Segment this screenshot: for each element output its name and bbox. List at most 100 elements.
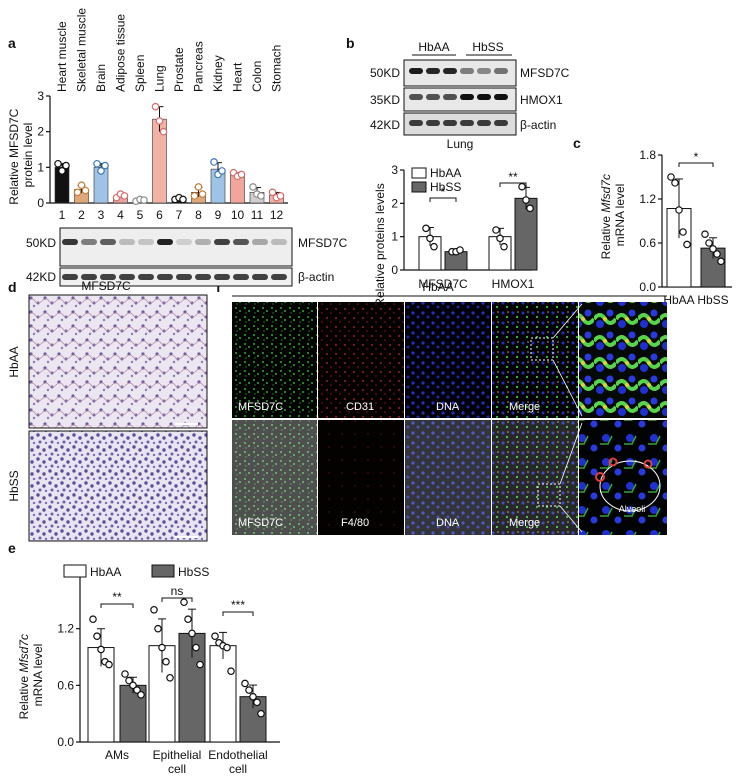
a-band-mfsd7c-4 <box>119 239 135 245</box>
b-group-hbaa: HbAA <box>418 40 449 54</box>
f-title: HbAA <box>422 280 453 294</box>
panel-label-f: f <box>216 279 221 295</box>
a-tissue-label-1: Skeletal muscle <box>75 8 89 92</box>
a-bar-10-point-2 <box>237 170 246 179</box>
c-ytick-label-2: 1.2 <box>639 192 656 206</box>
e-sig-Epithelial: ns <box>171 584 184 598</box>
b-band-r1-l4 <box>460 68 474 74</box>
a-bar-6-point-2 <box>159 127 168 136</box>
b-legend-label-HbSS: HbSS <box>430 180 461 194</box>
f-r1-label-2: CD31 <box>346 401 374 413</box>
a-bar-1-point-2 <box>62 161 70 170</box>
f-r2-inset-line-2 <box>559 505 583 533</box>
f-r2-label-3: DNA <box>436 517 460 529</box>
e-bar-Epithelial-HbSS-point-3 <box>192 643 200 652</box>
a-ylabel-line1: Relative MFSD7C <box>7 108 21 204</box>
f-zoom-label: Alveoli <box>619 504 646 514</box>
c-ytick-label-3: 1.8 <box>639 148 656 162</box>
a-band-mfsd7c-1 <box>62 239 78 245</box>
b-band-r3-l2 <box>426 120 440 126</box>
chart-c: 0.0 0.6 1.2 1.8 HbAA HbSS * <box>639 148 732 307</box>
a-tissue-label-5: Lung <box>153 65 167 92</box>
a-xtick-1: 1 <box>59 208 66 222</box>
b-group-hbss: HbSS <box>472 40 503 54</box>
b-blot-left-1: 50KD <box>370 66 400 80</box>
b-sig-bracket-HMOX1 <box>499 182 527 187</box>
a-ytick-label-1: 1 <box>37 160 44 174</box>
a-blot-mfsd7c-strip <box>59 227 293 267</box>
e-bar-Epithelial-HbAA-point-4 <box>166 673 174 682</box>
a-tissue-label-4: Spleen <box>133 55 147 92</box>
e-legend-swatch-HbAA <box>63 564 87 578</box>
e-sig-bracket-AMs <box>100 603 134 608</box>
e-xtick-Endothelial: Endothelial cell <box>208 748 267 776</box>
a-bar-12-point-0 <box>268 188 277 197</box>
b-bar-MFSD7C-HbSS-point-2 <box>456 246 464 254</box>
b-band-r3-l6 <box>494 120 508 126</box>
e-bar-AMs-HbAA-point-4 <box>105 660 113 669</box>
e-bar-AMs-HbSS-point-2 <box>129 681 137 690</box>
f-r2-zoom-image <box>579 420 667 535</box>
b-blot-right-3: β-actin <box>520 118 556 132</box>
b-blot-right-1: MFSD7C <box>520 66 570 80</box>
e-sig-AMs: ** <box>112 590 122 604</box>
b-bar-HMOX1-HbAA-point-2 <box>500 242 508 251</box>
e-bar-Endothelial-HbSS-point-3 <box>253 698 261 707</box>
f-r2-dna-image <box>405 420 491 535</box>
b-bar-MFSD7C-HbAA-point-2 <box>430 242 438 251</box>
e-legend-swatch-HbSS <box>151 564 175 578</box>
e-bar-Epithelial-HbSS-point-2 <box>188 629 196 638</box>
a-blot-right-1: MFSD7C <box>298 236 348 250</box>
e-bar-Endothelial-HbAA <box>209 645 237 743</box>
c-bar-HbSS-point-0 <box>701 230 709 239</box>
b-sig-bracket-MFSD7C <box>429 197 457 202</box>
f-r1-label-1: MFSD7C <box>238 401 283 413</box>
b-band-r2-l4 <box>460 94 474 100</box>
f-macrophage-1 <box>595 472 605 482</box>
a-band-mfsd7c-9 <box>214 239 230 245</box>
b-bar-HMOX1-HbSS-point-0 <box>518 182 526 191</box>
a-bar-3-point-1 <box>97 167 105 175</box>
b-western-blot: HbAA HbSS 50KD 35KD 42KD MFSD7C HMOX1 β-… <box>370 40 570 151</box>
d-image-hbss <box>28 430 208 542</box>
b-bar-MFSD7C-HbAA-point-1 <box>426 234 434 243</box>
b-legend-label-HbAA: HbAA <box>430 166 461 180</box>
b-band-r3-l3 <box>443 120 457 126</box>
b-band-r1-l6 <box>494 68 508 74</box>
b-band-r1-l3 <box>443 68 457 74</box>
e-bar-Endothelial-HbSS-point-1 <box>245 686 253 694</box>
a-bar-1-point-0 <box>54 159 62 168</box>
a-bar-12-point-2 <box>276 192 285 200</box>
e-xtick-Epithelial-line-0: Epithelial <box>153 748 202 762</box>
e-bar-Epithelial-HbAA-point-0 <box>150 605 158 614</box>
c-ylabel-prefix: Relative <box>599 213 613 260</box>
a-band-mfsd7c-3 <box>100 239 116 245</box>
a-tissue-label-9: Heart <box>231 62 245 92</box>
b-blot-left-3: 42KD <box>370 118 400 132</box>
e-bar-AMs-HbAA-point-2 <box>97 645 105 654</box>
a-tissue-label-10: Colon <box>250 61 264 92</box>
b-band-r2-l3 <box>443 94 457 100</box>
c-bar-HbSS-point-4 <box>717 257 725 266</box>
panel-label-e: e <box>8 540 16 556</box>
a-tissue-label-2: Brain <box>94 64 108 92</box>
e-bar-Epithelial-HbSS-point-4 <box>196 660 204 669</box>
a-bar-1-point-1 <box>58 167 66 175</box>
b-ytick-label-0: 0 <box>391 263 398 277</box>
a-tissue-label-0: Heart muscle <box>55 21 69 92</box>
e-bar-Epithelial-HbAA-point-1 <box>154 624 162 633</box>
e-bar-Endothelial-HbAA-point-0 <box>211 632 219 641</box>
e-xtick-Endothelial-line-1: cell <box>229 762 247 776</box>
a-xtick-10: 10 <box>231 208 245 222</box>
b-band-r1-l1 <box>409 68 423 74</box>
a-bar-7-point-2 <box>179 195 187 204</box>
f-r1-cd31-image <box>318 302 404 418</box>
f-r1-zoom-image <box>579 302 667 418</box>
b-bar-MFSD7C-HbAA-point-0 <box>422 224 430 233</box>
f-r1-mfsd7c-image <box>232 302 317 418</box>
a-band-mfsd7c-8 <box>195 239 211 245</box>
b-ytick-label-2: 2 <box>391 196 398 210</box>
e-bar-Endothelial-HbSS-point-0 <box>241 679 249 688</box>
c-bar-HbSS-point-1 <box>705 239 713 247</box>
c-bar-HbSS-point-3 <box>713 250 721 258</box>
